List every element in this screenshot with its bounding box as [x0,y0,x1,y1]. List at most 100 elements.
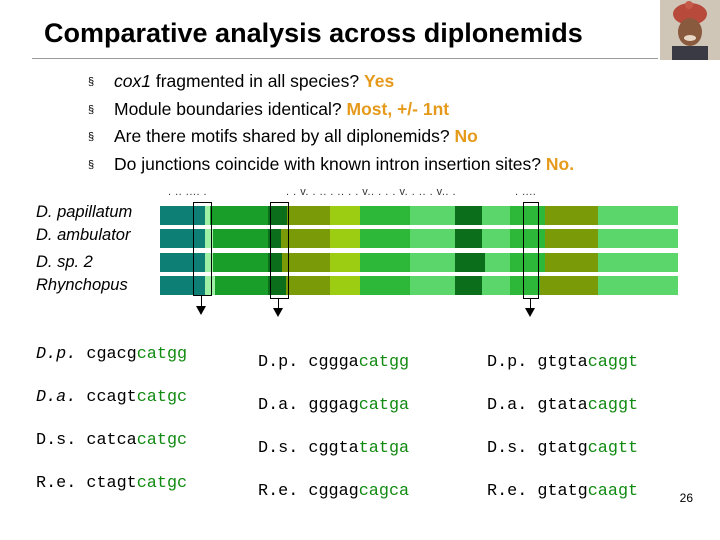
alignment-row: D.p. cgacgcatgg [36,344,187,366]
module-segment [213,253,268,272]
module-segment [330,253,360,272]
species-code: D.p. [36,344,77,364]
species-code: D.a. [36,387,77,407]
alignment-row: D.s. gtatgcagtt [487,438,638,460]
alignment-row: R.e. ctagtcatgc [36,473,187,495]
seq-prefix: gtatg [537,438,588,458]
seq-prefix: gtatg [537,481,588,501]
module-segment [455,229,482,248]
module-segment [455,206,482,225]
alignment-row: D.s. catcacatgc [36,430,187,452]
slide-title: Comparative analysis across diplonemids [44,18,583,48]
seq-prefix: cggga [308,352,359,372]
module-segment [410,229,455,248]
module-segment [330,206,360,225]
seq-prefix: cggag [308,481,359,501]
alignment-row: D.a. gtatacaggt [487,395,638,417]
seq-junction: caagt [587,481,639,501]
arrow-2-line [278,298,279,309]
seq-junction: catgc [136,430,188,450]
seq-junction: catgc [136,473,188,493]
seq-prefix: cggta [308,438,359,458]
bullet-answer: Most, +/- 1nt [346,98,450,119]
module-segment [510,206,545,225]
bullet-marker: § [88,131,95,143]
module-segment [268,276,286,295]
seq-junction: catgc [136,387,188,407]
bullet-italic-term: cox1 [114,71,151,91]
junction-box-2 [270,202,289,299]
module-segment [510,253,545,272]
species-code: D.a. [258,395,299,415]
speaker-photo-image [660,0,720,60]
junction-alignment-1: D.p. cgacgcatgg D.a. ccagtcatgc D.s. cat… [36,322,187,516]
alignment-row: D.p. cgggacatgg [258,352,409,374]
module-segment [482,276,510,295]
bullet-item: § Do junctions coincide with known intron… [88,151,574,179]
seq-junction: caggt [587,352,639,372]
module-segment [287,206,330,225]
module-segment [281,229,330,248]
seq-prefix: ctagt [86,473,137,493]
species-label-rhynchopus: Rhynchopus [36,276,128,294]
species-code: D.p. [258,352,299,372]
alignment-row: R.e. cggagcagca [258,481,409,503]
bullet-item: § cox1 fragmented in all species? Yes [88,68,574,96]
bullet-text: Do junctions coincide with known intron … [114,153,546,174]
junction-alignment-3: D.p. gtgtacaggt D.a. gtatacaggt D.s. gta… [487,330,638,524]
species-code: R.e. [487,481,528,501]
seq-prefix: catca [86,430,137,450]
bullet-text: Module boundaries identical? [114,98,347,119]
bullet-marker: § [88,76,95,88]
module-segment [598,206,678,225]
bullet-text: Are there motifs shared by all diplonemi… [114,126,455,146]
module-segment [330,276,360,295]
seq-junction: caggt [587,395,639,415]
module-segment [510,229,545,248]
conservation-marks-middle: . . v. . .. . .. . . v.. . . . v. . .. .… [286,186,457,198]
bullet-item: § Module boundaries identical? Most, +/- … [88,96,574,124]
seq-prefix: ccagt [86,387,137,407]
seq-junction: cagtt [587,438,639,458]
speaker-photo [660,0,720,60]
module-segment [268,206,287,225]
module-segment [455,276,482,295]
alignment-row: R.e. gtatgcaagt [487,481,638,503]
module-segment [205,206,210,225]
module-segment [286,276,330,295]
junction-box-3 [523,202,539,299]
bullet-marker: § [88,158,95,171]
junction-alignment-2: D.p. cgggacatgg D.a. gggagcatga D.s. cgg… [258,330,409,524]
bullet-list: § cox1 fragmented in all species? Yes § Mo… [88,68,574,178]
bullet-answer: Yes [364,71,395,91]
bullet-answer: No [454,126,478,146]
species-label-papillatum: D. papillatum [36,203,133,221]
arrow-2-head [273,308,283,317]
alignment-row: D.a. ccagtcatgc [36,387,187,409]
module-segment [598,253,678,272]
alignment-row: D.a. gggagcatga [258,395,409,417]
seq-junction: catga [358,395,410,415]
species-code: D.a. [487,395,528,415]
conservation-marks-right: . .... [515,186,537,198]
module-segment [205,276,215,295]
species-label-ambulator: D. ambulator [36,226,131,244]
module-segment [510,276,540,295]
arrow-1-head [196,306,206,315]
seq-junction: cagca [358,481,410,501]
species-code: D.s. [36,430,77,450]
species-code: D.p. [487,352,528,372]
module-segment [360,276,410,295]
bullet-item: § Are there motifs shared by all diplonem… [88,123,574,151]
module-segment [282,253,330,272]
module-segment [360,206,410,225]
junction-box-1 [193,202,212,296]
module-segment [330,229,360,248]
module-segment [410,253,455,272]
seq-prefix: gtgta [537,352,588,372]
module-segment [485,253,510,272]
seq-prefix: cgacg [86,344,137,364]
seq-junction: catgg [358,352,410,372]
arrow-1-line [201,295,202,307]
module-segment [215,276,268,295]
